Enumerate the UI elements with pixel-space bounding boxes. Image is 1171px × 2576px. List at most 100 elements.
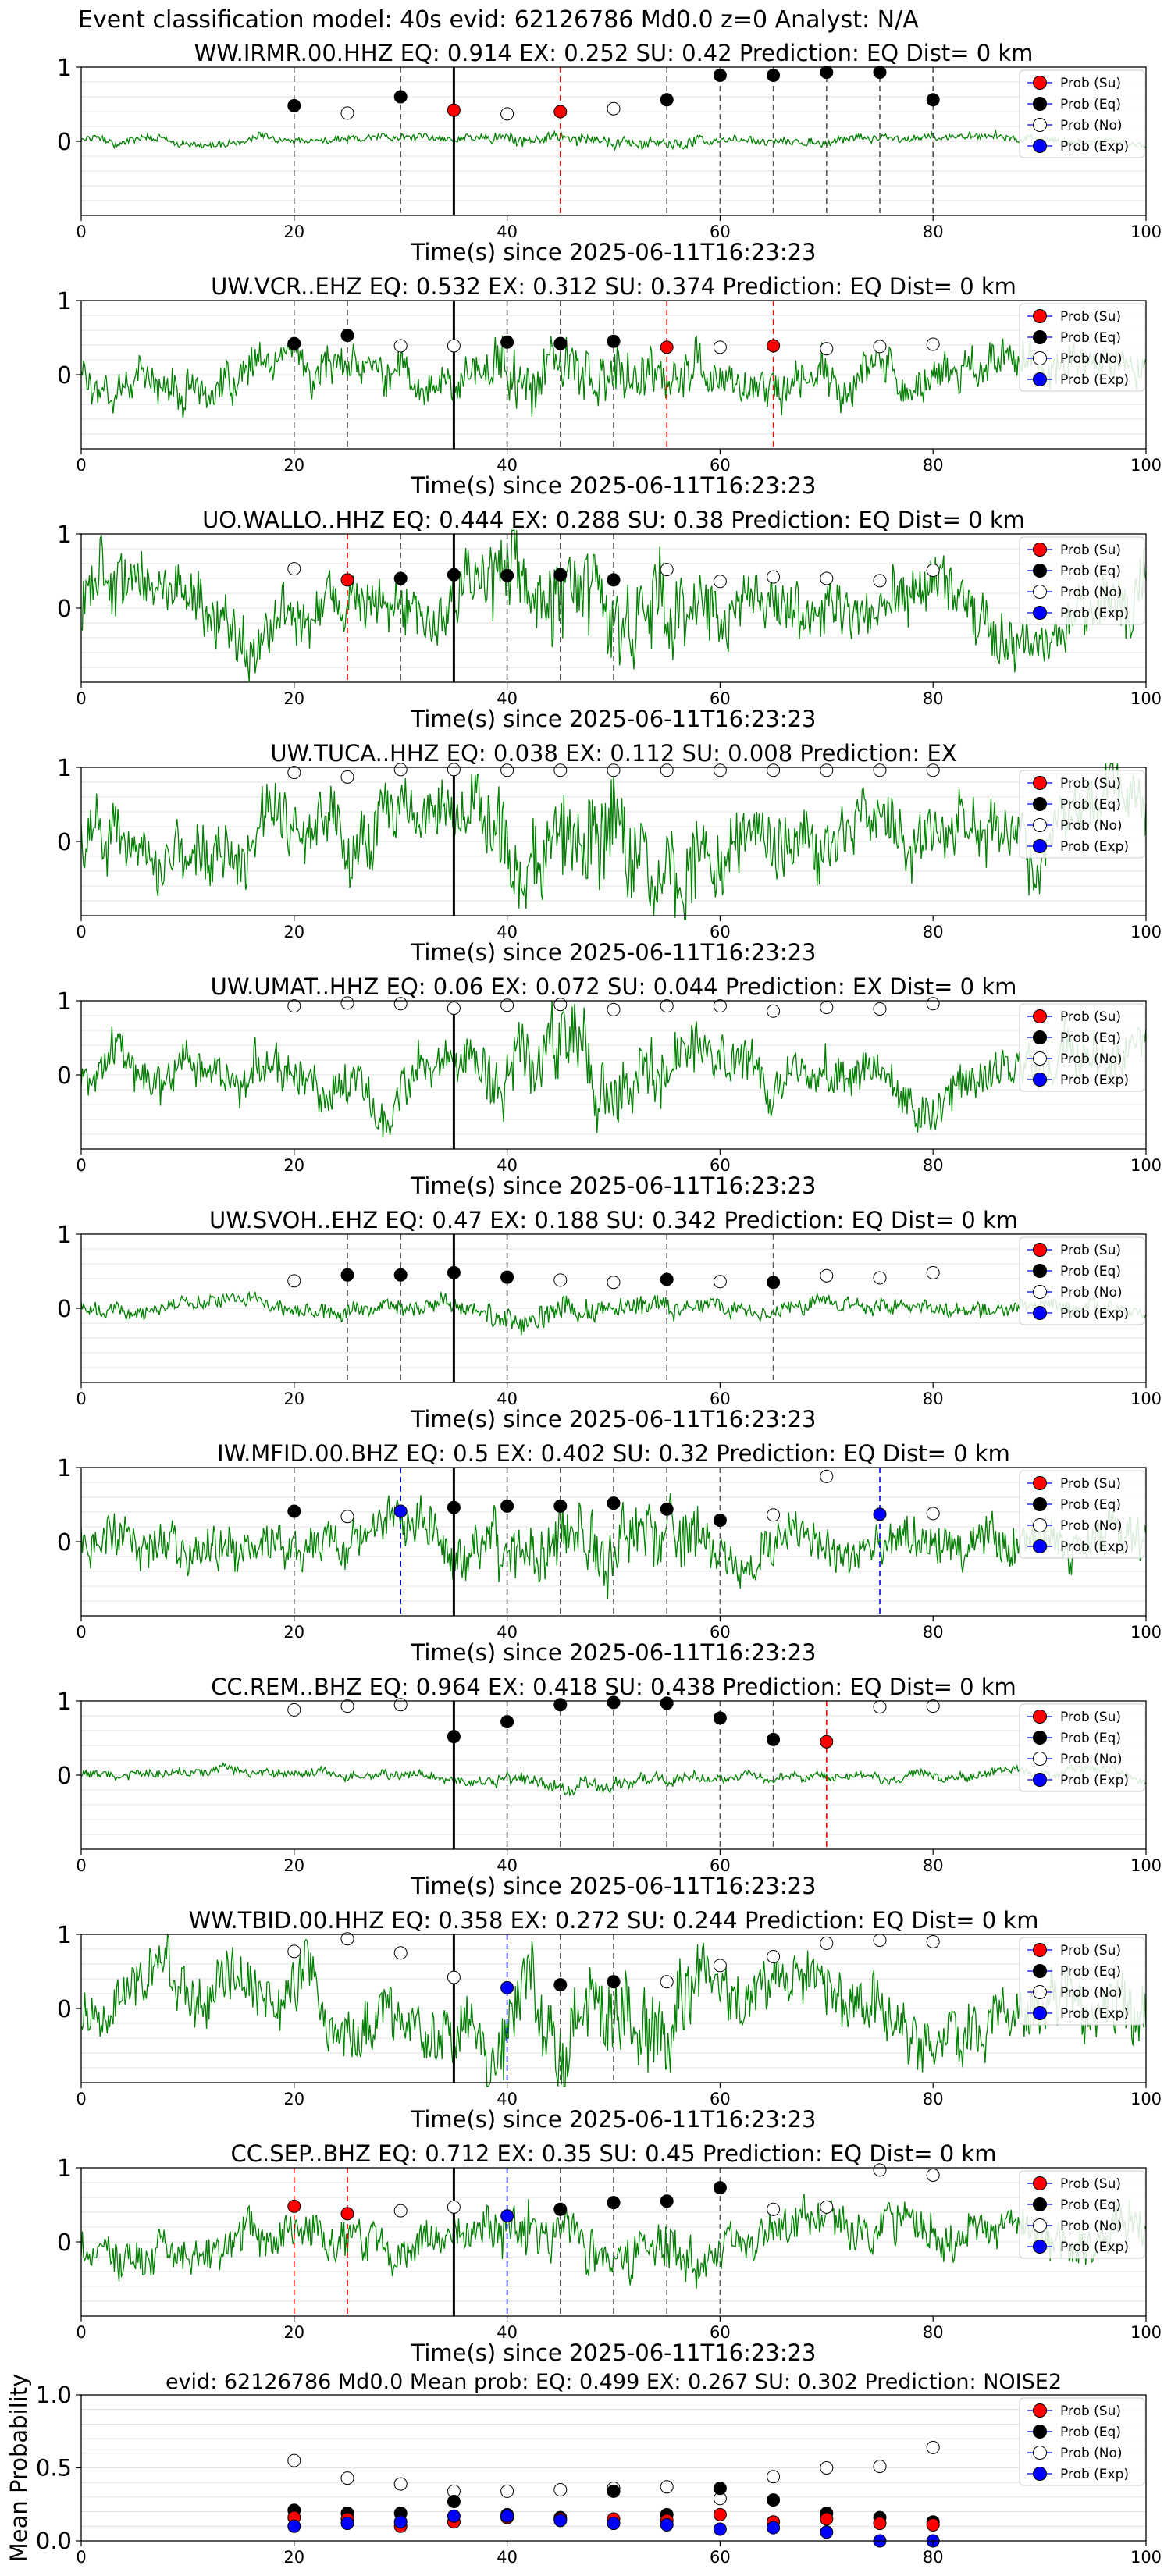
prob-marker <box>607 101 621 116</box>
mean-marker-exp <box>820 2525 834 2539</box>
prob-marker <box>340 1268 354 1282</box>
panel-title: CC.SEP..BHZ EQ: 0.712 EX: 0.35 SU: 0.45 … <box>231 2140 997 2167</box>
prob-marker <box>820 2200 834 2214</box>
x-tick-label: 100 <box>1130 456 1162 475</box>
prob-marker <box>340 329 354 343</box>
prob-marker <box>607 1276 621 1290</box>
prob-marker <box>713 1275 727 1289</box>
prob-marker <box>820 571 834 585</box>
prob-marker <box>500 568 514 582</box>
y-tick-label: 1 <box>57 1222 72 1249</box>
mean-marker-no <box>553 2483 568 2497</box>
prob-marker <box>873 2163 887 2177</box>
waveform-panel-ww-tbid-00-hhz: WW.TBID.00.HHZ EQ: 0.358 EX: 0.272 SU: 0… <box>57 1907 1162 2133</box>
prob-marker <box>820 1469 834 1483</box>
waveform-panel-cc-rem--bhz: CC.REM..BHZ EQ: 0.964 EX: 0.418 SU: 0.43… <box>57 1674 1162 1899</box>
legend-label-exp: Prob (Exp) <box>1060 139 1129 155</box>
x-tick-label: 100 <box>1130 1856 1162 1875</box>
prob-marker <box>500 107 514 121</box>
mean-marker-no <box>500 2484 514 2498</box>
prob-marker <box>553 763 568 777</box>
mean-marker-no <box>820 2461 834 2475</box>
x-tick-label: 40 <box>497 2323 518 2342</box>
legend-label-eq: Prob (Eq) <box>1060 2197 1121 2213</box>
prob-marker <box>713 763 727 777</box>
legend-label-su: Prob (Su) <box>1060 1243 1121 1258</box>
legend-marker-no <box>1033 2218 1047 2233</box>
legend-marker-no <box>1033 1285 1047 1299</box>
mean-marker-su <box>926 2517 940 2532</box>
x-tick-label: 100 <box>1130 923 1162 941</box>
x-tick-label: 40 <box>497 1623 518 1642</box>
prob-marker <box>660 2194 674 2208</box>
prob-marker <box>553 1978 568 1992</box>
prob-marker <box>500 763 514 777</box>
legend-label-no: Prob (No) <box>1060 2218 1123 2234</box>
legend-marker-no <box>1033 585 1047 599</box>
x-tick-label: 100 <box>1130 2323 1162 2342</box>
prob-marker <box>767 1732 781 1746</box>
panel-title: evid: 62126786 Md0.0 Mean prob: EQ: 0.49… <box>166 2370 1062 2394</box>
x-tick-label: 0 <box>76 222 86 241</box>
legend-marker-no <box>1033 118 1047 132</box>
x-tick-label: 20 <box>283 222 304 241</box>
legend-label-eq: Prob (Eq) <box>1060 2425 1121 2440</box>
prob-marker <box>873 763 887 777</box>
prob-marker <box>660 340 674 354</box>
prob-marker <box>287 2199 301 2213</box>
x-tick-label: 0 <box>76 923 86 941</box>
prob-marker <box>926 763 940 777</box>
legend-label-su: Prob (Su) <box>1060 309 1121 325</box>
legend-box <box>1019 2397 1145 2486</box>
mean-marker-no <box>926 2440 940 2454</box>
waveform-trace <box>80 529 1147 682</box>
prob-marker <box>340 106 354 120</box>
x-tick-label: 20 <box>283 923 304 941</box>
y-tick-label: 0 <box>57 1062 72 1090</box>
panel-title: UO.WALLO..HHZ EQ: 0.444 EX: 0.288 SU: 0.… <box>202 507 1025 533</box>
y-tick-label: 1 <box>57 1688 72 1716</box>
prob-marker <box>340 1699 354 1713</box>
x-tick-label: 100 <box>1130 1156 1162 1175</box>
x-tick-label: 0 <box>76 1156 86 1175</box>
prob-marker <box>873 1507 887 1521</box>
legend-box <box>1019 303 1145 392</box>
panel-title: UW.UMAT..HHZ EQ: 0.06 EX: 0.072 SU: 0.04… <box>211 973 1017 1000</box>
legend-marker-exp <box>1033 1773 1047 1787</box>
prob-marker <box>553 105 568 119</box>
x-tick-label: 20 <box>283 689 304 708</box>
panel-title: WW.TBID.00.HHZ EQ: 0.358 EX: 0.272 SU: 0… <box>189 1907 1039 1934</box>
legend-label-no: Prob (No) <box>1060 585 1123 600</box>
y-tick-label: 0 <box>57 2229 72 2257</box>
prob-marker <box>393 339 408 353</box>
legend-marker-eq <box>1033 330 1047 344</box>
prob-marker <box>553 1499 568 1513</box>
prob-marker <box>340 2207 354 2221</box>
prob-marker <box>660 1696 674 1710</box>
legend-marker-exp <box>1033 839 1047 853</box>
waveform-panel-iw-mfid-00-bhz: IW.MFID.00.BHZ EQ: 0.5 EX: 0.402 SU: 0.3… <box>57 1440 1162 1666</box>
x-tick-label: 40 <box>497 923 518 941</box>
x-tick-label: 80 <box>923 923 944 941</box>
legend-marker-su <box>1033 1476 1047 1490</box>
legend-label-su: Prob (Su) <box>1060 1710 1121 1725</box>
prob-marker <box>926 93 940 107</box>
legend-label-eq: Prob (Eq) <box>1060 330 1121 346</box>
prob-marker <box>287 1274 301 1288</box>
prob-marker <box>500 1499 514 1513</box>
prob-marker <box>767 2202 781 2216</box>
legend-label-no: Prob (No) <box>1060 118 1123 133</box>
prob-marker <box>660 999 674 1013</box>
mean-marker-su <box>820 2512 834 2526</box>
panel-title: IW.MFID.00.BHZ EQ: 0.5 EX: 0.402 SU: 0.3… <box>217 1440 1010 1467</box>
y-tick-label: 1 <box>57 521 72 549</box>
legend-marker-su <box>1033 1710 1047 1724</box>
x-axis-label: Time(s) since 2025-06-11T16:23:23 <box>411 1172 817 1199</box>
mean-marker-exp <box>553 2514 568 2528</box>
x-tick-label: 0 <box>76 1856 86 1875</box>
x-tick-label: 80 <box>923 1156 944 1175</box>
legend-label-eq: Prob (Eq) <box>1060 1731 1121 1746</box>
legend-label-eq: Prob (Eq) <box>1060 1497 1121 1513</box>
legend-box <box>1019 1236 1145 1325</box>
figure-title: Event classification model: 40s evid: 62… <box>78 6 919 34</box>
